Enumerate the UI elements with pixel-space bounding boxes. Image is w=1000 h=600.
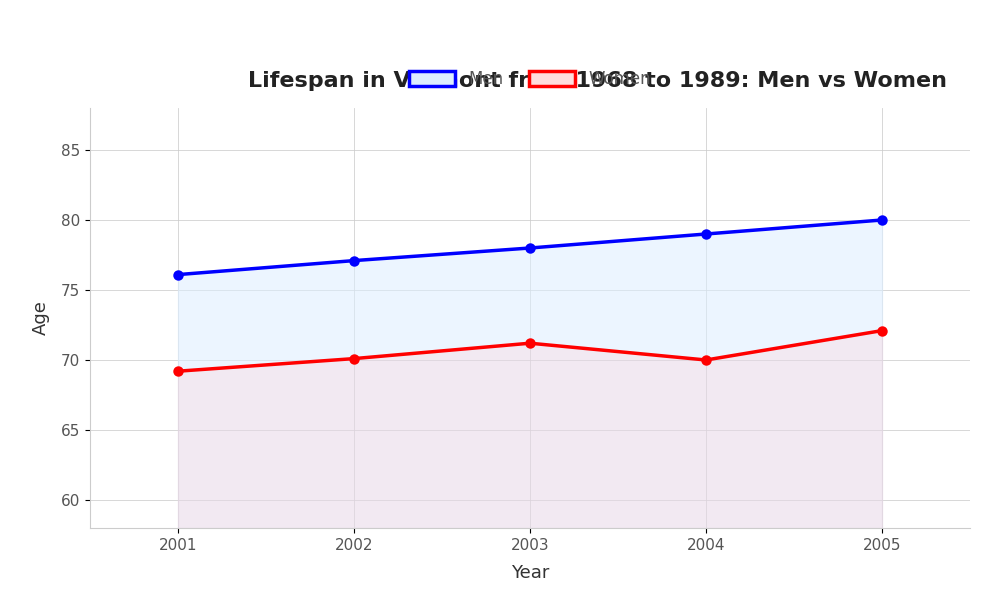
Legend: Men, Women: Men, Women [400,62,660,97]
Y-axis label: Age: Age [32,301,50,335]
X-axis label: Year: Year [511,564,549,582]
Text: Lifespan in Vermont from 1968 to 1989: Men vs Women: Lifespan in Vermont from 1968 to 1989: M… [248,71,947,91]
